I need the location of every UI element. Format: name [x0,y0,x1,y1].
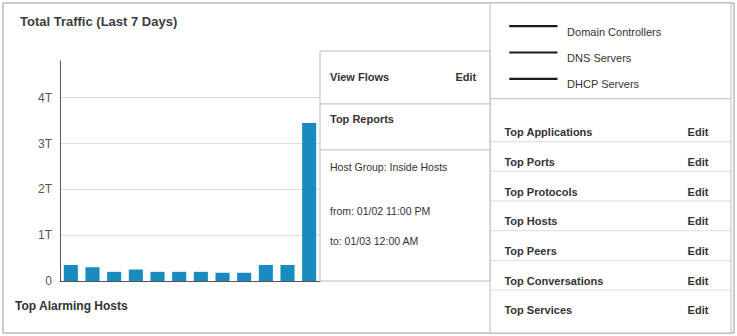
svg-text:Top Ports: Top Ports [504,156,555,168]
svg-text:2T: 2T [38,182,53,196]
svg-text:Top Peers: Top Peers [504,245,556,257]
svg-text:Host Group: Inside Hosts: Host Group: Inside Hosts [330,161,447,173]
svg-text:3T: 3T [38,137,53,151]
svg-text:1T: 1T [38,228,53,242]
svg-text:Edit: Edit [688,156,709,168]
svg-text:0: 0 [45,274,52,288]
svg-text:Total Traffic (Last 7 Days): Total Traffic (Last 7 Days) [20,14,177,29]
svg-text:Edit: Edit [455,71,476,83]
svg-text:DHCP Servers: DHCP Servers [567,78,639,90]
svg-text:Top Services: Top Services [504,304,572,316]
svg-text:DNS Servers: DNS Servers [567,52,632,64]
svg-text:4T: 4T [38,91,53,105]
svg-text:from: 01/02 11:00 PM: from: 01/02 11:00 PM [330,205,430,217]
svg-text:to: 01/03 12:00 AM: to: 01/03 12:00 AM [330,235,418,247]
svg-text:Top Protocols: Top Protocols [504,186,577,198]
svg-text:Top Hosts: Top Hosts [504,215,557,227]
svg-text:Domain Controllers: Domain Controllers [567,26,662,38]
svg-text:View Flows: View Flows [330,71,389,83]
svg-text:Edit: Edit [688,245,709,257]
svg-text:Edit: Edit [688,186,709,198]
svg-text:Edit: Edit [688,126,709,138]
svg-text:Edit: Edit [688,304,709,316]
svg-text:Edit: Edit [688,275,709,287]
svg-text:Top Reports: Top Reports [330,113,394,125]
svg-text:Top Alarming Hosts: Top Alarming Hosts [15,299,128,313]
svg-text:Edit: Edit [688,215,709,227]
svg-text:Top Conversations: Top Conversations [504,275,603,287]
svg-text:Top Applications: Top Applications [504,126,592,138]
